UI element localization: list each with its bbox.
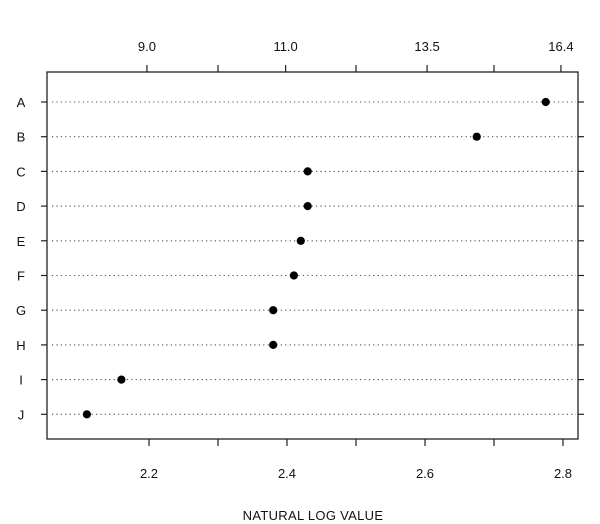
x-tick-label-bottom: 2.4 <box>278 466 296 481</box>
category-label: J <box>18 407 25 422</box>
category-label: B <box>17 130 26 145</box>
category-label: F <box>17 269 25 284</box>
x-tick-label-top: 13.5 <box>414 39 439 54</box>
x-tick-label-top: 9.0 <box>138 39 156 54</box>
category-label: C <box>16 164 25 179</box>
x-tick-label-bottom: 2.6 <box>416 466 434 481</box>
x-axis-title: NATURAL LOG VALUE <box>243 508 384 523</box>
x-tick-label-top: 16.4 <box>548 39 573 54</box>
category-label: I <box>19 373 23 388</box>
category-label: H <box>16 338 25 353</box>
data-point <box>117 375 126 384</box>
plot-frame <box>46 71 579 440</box>
guide-lines <box>52 101 576 415</box>
category-label: A <box>17 95 26 110</box>
category-label: E <box>17 234 26 249</box>
category-label: G <box>16 303 26 318</box>
data-point <box>303 167 312 176</box>
x-tick-label-top: 11.0 <box>273 39 297 54</box>
data-point <box>303 202 312 211</box>
axis-tick-labels: 2.2 2.4 2.6 2.8 9.0 11.0 13.5 16.4 <box>138 39 574 481</box>
data-point <box>269 340 278 349</box>
data-point <box>296 236 305 245</box>
data-point <box>269 306 278 315</box>
data-point <box>541 97 550 107</box>
data-points <box>82 97 550 419</box>
data-point <box>82 410 91 419</box>
axis-ticks <box>41 65 584 446</box>
data-point <box>289 271 298 280</box>
category-label: D <box>16 199 25 214</box>
data-point <box>472 132 481 141</box>
x-tick-label-bottom: 2.2 <box>140 466 158 481</box>
x-tick-label-bottom: 2.8 <box>554 466 572 481</box>
category-labels: A B C D E F G H I J <box>16 95 26 422</box>
